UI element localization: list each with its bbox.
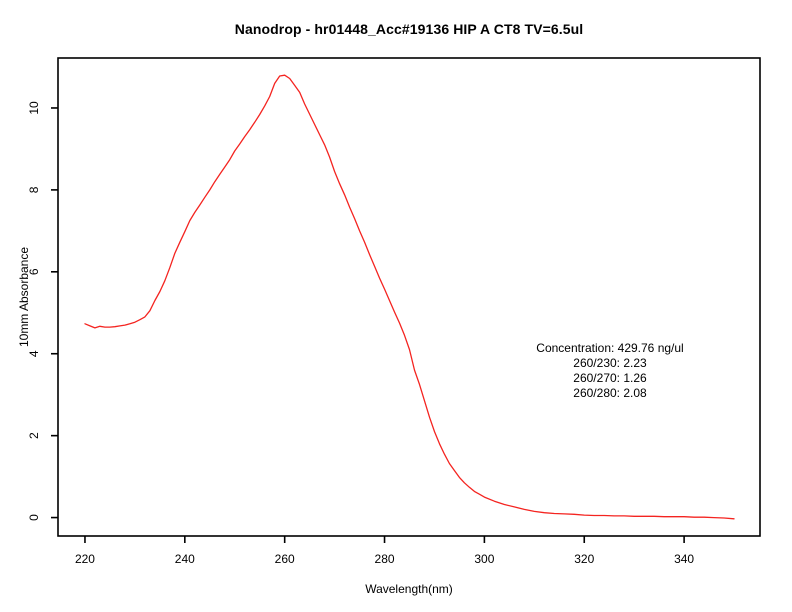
x-axis-title: Wavelength(nm) — [365, 582, 453, 596]
annotation-ratio-260-270: 260/270: 1.26 — [573, 371, 647, 385]
y-axis-tick-label: 4 — [27, 350, 41, 357]
y-axis-tick-label: 0 — [27, 514, 41, 521]
measurement-annotation: Concentration: 429.76 ng/ul 260/230: 2.2… — [536, 341, 683, 401]
x-axis-tick-label: 340 — [674, 552, 694, 566]
annotation-concentration: Concentration: 429.76 ng/ul — [536, 341, 684, 355]
annotation-ratio-260-280: 260/280: 2.08 — [573, 386, 647, 400]
x-axis-tick-label: 220 — [75, 552, 95, 566]
y-axis-tick-label: 10 — [27, 101, 41, 115]
absorbance-spectrum-line — [84, 74, 735, 520]
chart-title: Nanodrop - hr01448_Acc#19136 HIP A CT8 T… — [234, 21, 584, 37]
x-axis-tick-label: 320 — [574, 552, 594, 566]
y-axis-tick-label: 6 — [27, 268, 41, 275]
x-axis-tick-label: 300 — [474, 552, 494, 566]
x-axis-tick-label: 240 — [175, 552, 195, 566]
y-axis-title: 10mm Absorbance — [17, 246, 31, 348]
x-axis-tick-label: 260 — [275, 552, 295, 566]
x-axis-tick-label: 280 — [375, 552, 395, 566]
y-axis-tick-label: 8 — [27, 186, 41, 193]
annotation-ratio-260-230: 260/230: 2.23 — [573, 356, 647, 370]
y-axis-tick-label: 2 — [27, 432, 41, 439]
plot-frame — [57, 57, 761, 537]
